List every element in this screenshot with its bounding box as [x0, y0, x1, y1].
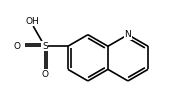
Text: O: O: [41, 70, 48, 79]
Text: OH: OH: [25, 17, 39, 26]
Text: O: O: [14, 42, 21, 51]
Text: N: N: [125, 30, 131, 39]
Text: S: S: [42, 42, 48, 51]
